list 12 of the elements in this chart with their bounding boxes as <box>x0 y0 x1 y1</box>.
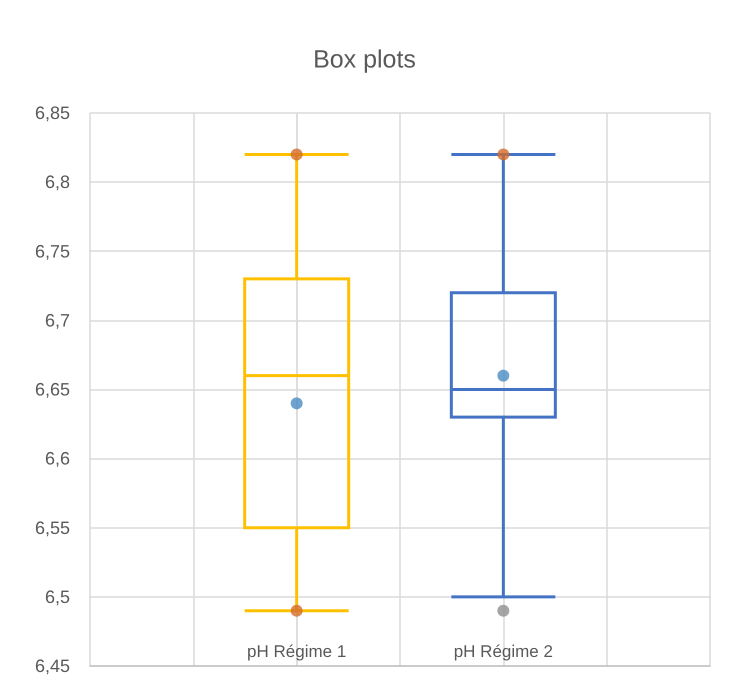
y-tick-label: 6,5 <box>44 586 70 607</box>
y-tick-label: 6,7 <box>44 310 70 330</box>
y-tick-label: 6,65 <box>34 380 70 400</box>
chart-title: Box plots <box>313 46 416 74</box>
x-tick-label: pH Régime 2 <box>454 642 553 661</box>
y-tick-label: 6,85 <box>34 103 70 123</box>
y-tick-label: 6,75 <box>34 241 70 262</box>
x-tick-label: pH Régime 1 <box>247 642 346 661</box>
y-tick-label: 6,45 <box>34 656 70 676</box>
y-tick-label: 6,8 <box>44 172 70 192</box>
y-tick-label: 6,55 <box>34 518 70 538</box>
y-tick-label: 6,6 <box>44 448 70 469</box>
